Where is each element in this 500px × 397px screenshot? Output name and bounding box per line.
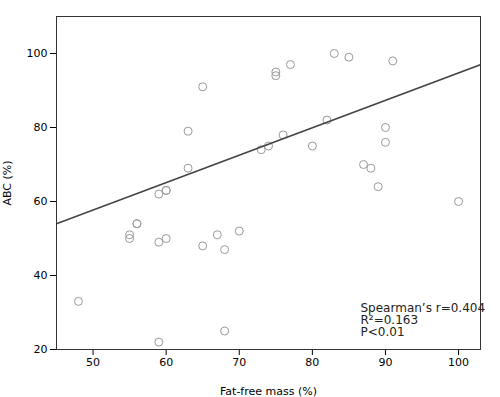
svg-text:90: 90 xyxy=(378,356,392,369)
svg-text:70: 70 xyxy=(232,356,246,369)
svg-text:Spearman’s r=0.404R²=0.163P<0.: Spearman’s r=0.404R²=0.163P<0.01 xyxy=(361,301,486,339)
svg-text:100: 100 xyxy=(27,47,48,60)
svg-text:60: 60 xyxy=(159,356,173,369)
svg-text:60: 60 xyxy=(34,195,48,208)
svg-text:50: 50 xyxy=(86,356,100,369)
svg-text:ABC (%): ABC (%) xyxy=(1,160,14,205)
svg-text:20: 20 xyxy=(34,343,48,356)
svg-text:100: 100 xyxy=(448,356,469,369)
svg-text:40: 40 xyxy=(34,269,48,282)
svg-text:Fat-free mass (%): Fat-free mass (%) xyxy=(220,385,317,397)
svg-text:80: 80 xyxy=(34,121,48,134)
svg-text:80: 80 xyxy=(305,356,319,369)
